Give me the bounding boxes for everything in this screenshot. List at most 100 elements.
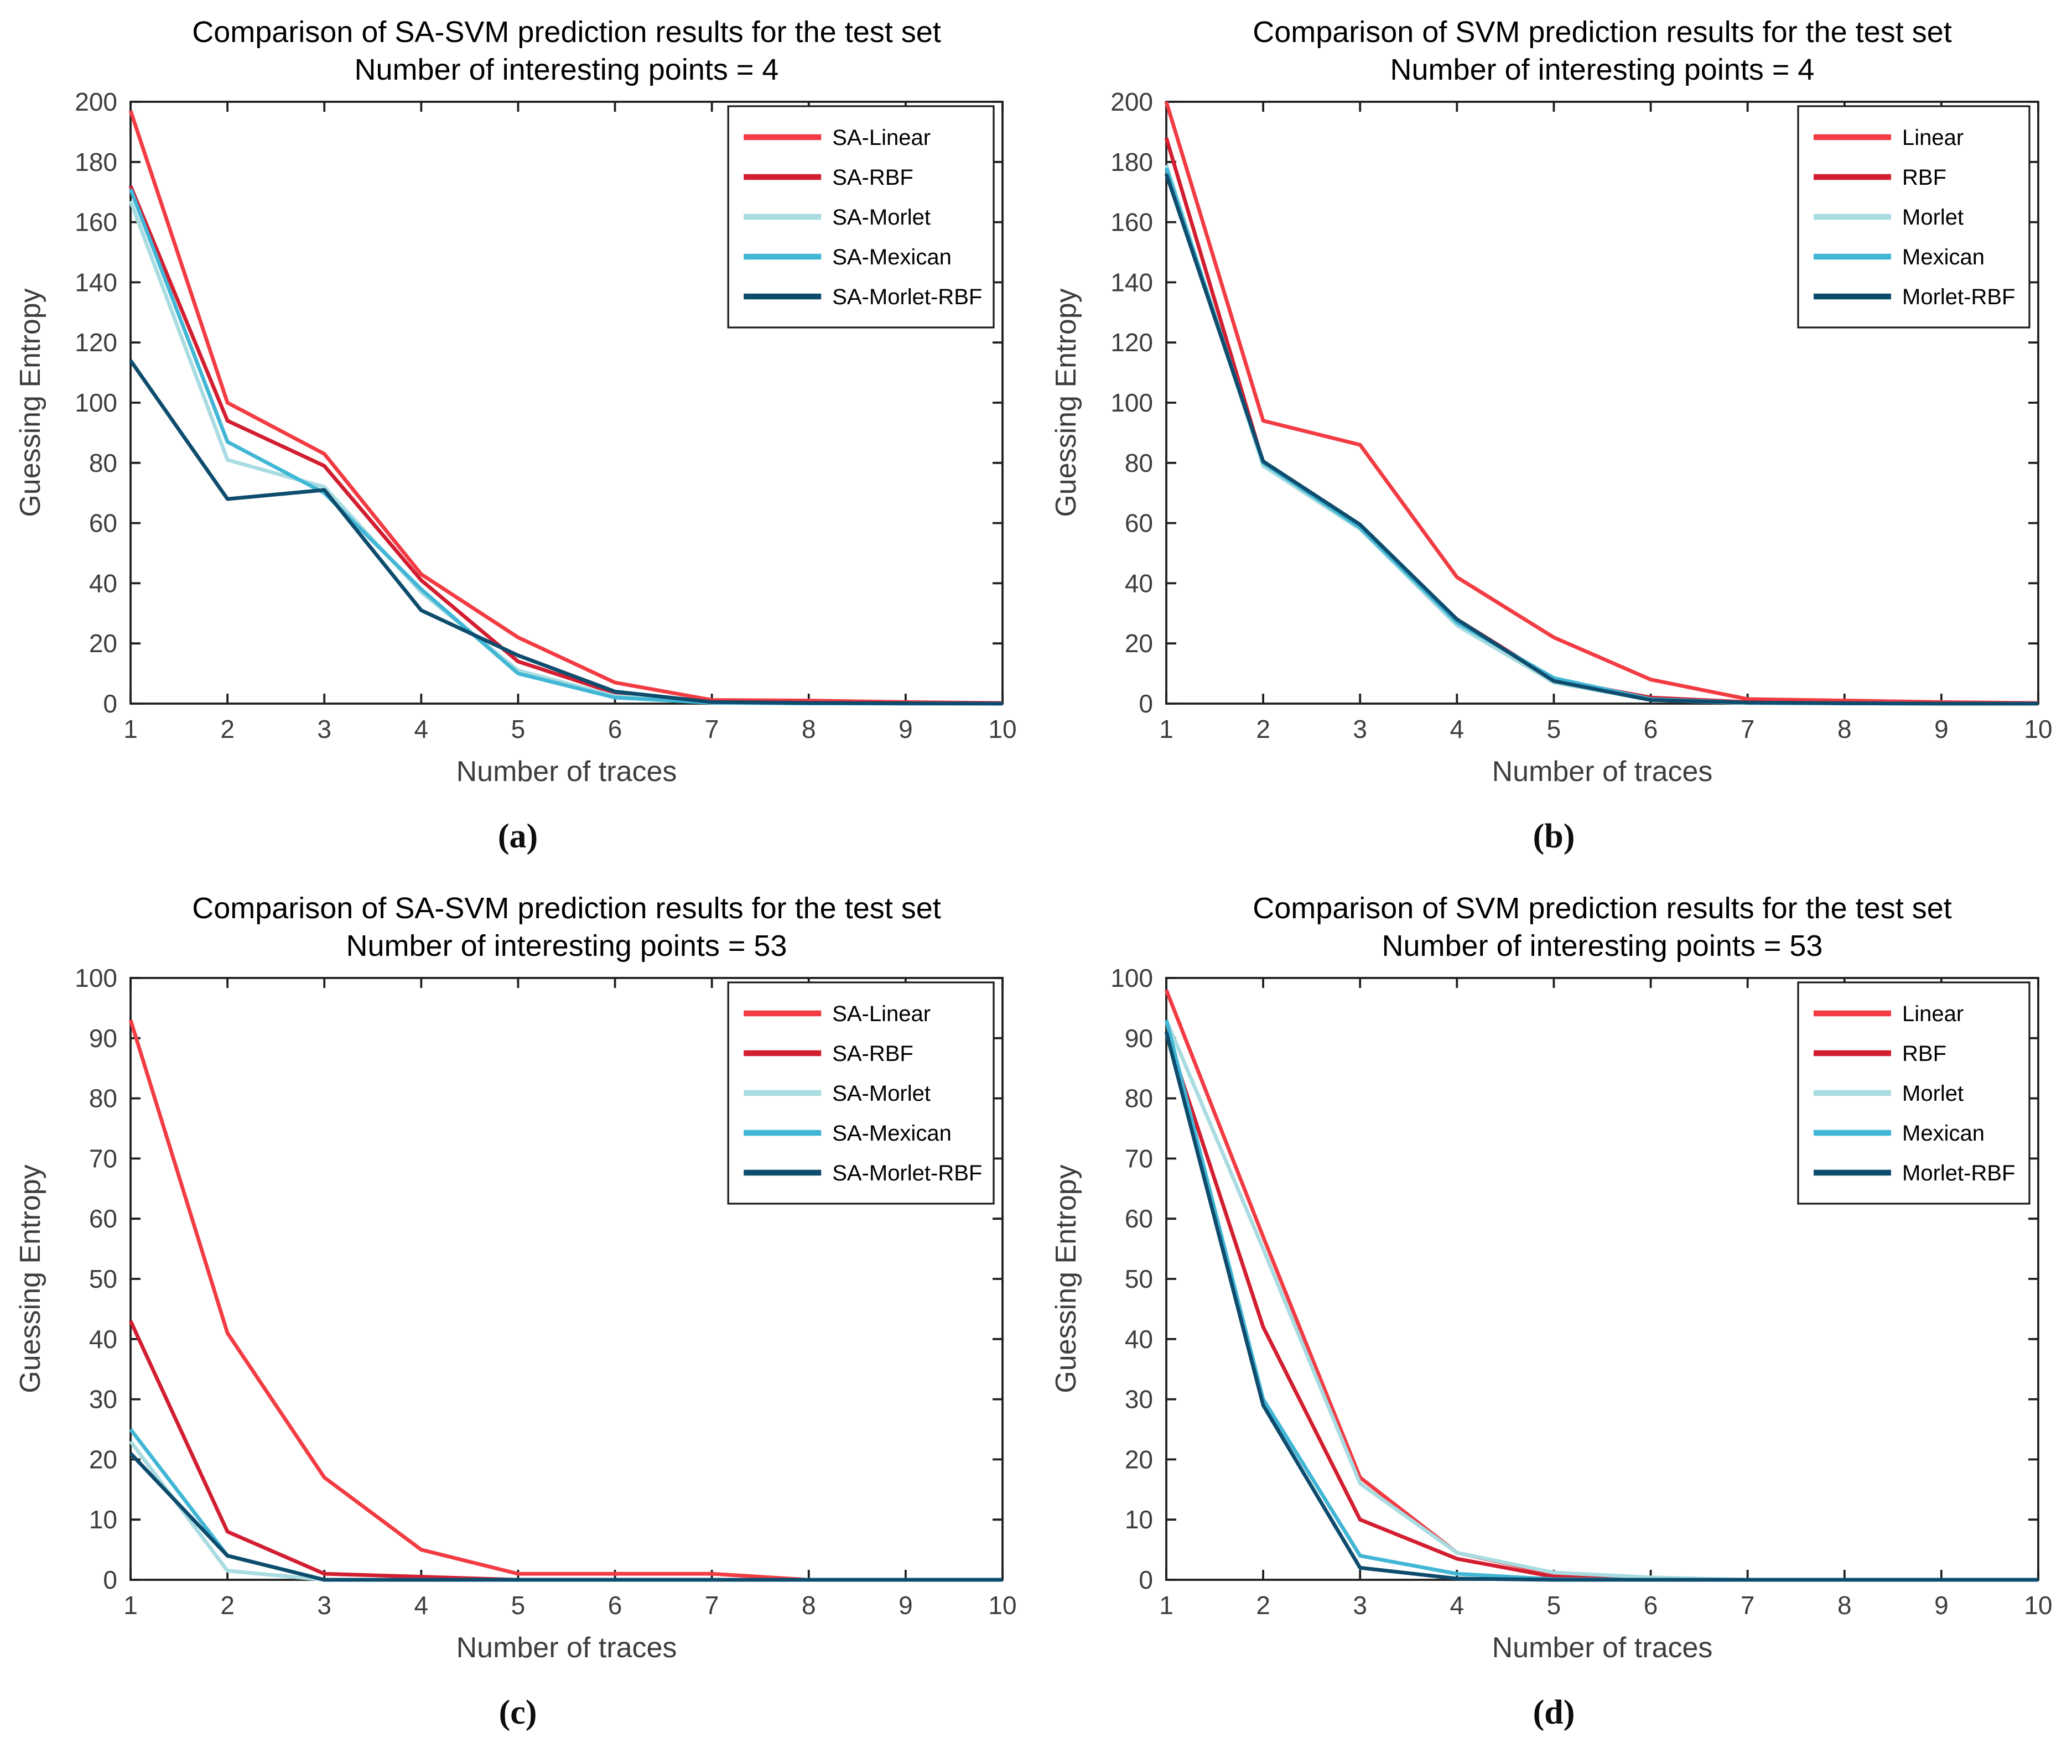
x-axis-label: Number of traces [456, 1632, 677, 1664]
y-tick-label: 50 [1125, 1265, 1153, 1293]
y-tick-label: 20 [1125, 1445, 1153, 1474]
y-tick-label: 180 [1110, 148, 1153, 176]
y-tick-label: 10 [89, 1505, 117, 1534]
x-tick-label: 2 [220, 1591, 235, 1620]
y-tick-label: 100 [75, 388, 117, 417]
legend: Linear RBF Morlet Mexican Morlet-RBF [1797, 105, 2031, 329]
legend-label-SA-Morlet-RBF: SA-Morlet-RBF [832, 285, 982, 309]
x-tick-label: 8 [1837, 715, 1852, 743]
y-tick-label: 40 [1125, 1325, 1153, 1354]
y-tick-label: 40 [89, 1325, 117, 1354]
x-tick-label: 3 [317, 715, 331, 743]
chart-caption-c: (c) [498, 1694, 537, 1731]
y-tick-label: 40 [1125, 569, 1153, 597]
legend: SA-Linear SA-RBF SA-Morlet SA-Mexican SA-Mor… [727, 105, 995, 329]
x-tick-label: 9 [1934, 715, 1949, 743]
x-tick-label: 1 [1159, 715, 1173, 743]
x-tick-label: 10 [988, 1591, 1016, 1620]
x-tick-label: 10 [988, 715, 1016, 743]
y-tick-label: 30 [89, 1385, 117, 1414]
y-axis-label: Guessing Entropy [14, 1164, 46, 1393]
y-tick-label: 20 [1125, 629, 1153, 658]
y-tick-label: 0 [1139, 689, 1153, 718]
x-tick-label: 4 [414, 715, 429, 743]
y-tick-label: 20 [89, 1445, 117, 1474]
series-line-SA-Morlet [129, 1440, 1003, 1582]
y-tick-label: 0 [1139, 1565, 1153, 1594]
panel-c: Comparison of SA-SVM prediction results … [0, 885, 1036, 1761]
chart-title-line1: Comparison of SVM prediction results for… [1253, 15, 1952, 49]
x-tick-label: 3 [1353, 1591, 1367, 1620]
x-tick-label: 1 [1159, 1591, 1173, 1620]
y-tick-label: 60 [89, 1204, 117, 1233]
x-tick-label: 8 [802, 1591, 816, 1620]
x-tick-label: 2 [220, 715, 235, 743]
x-tick-label: 2 [1256, 715, 1270, 743]
legend-label-Linear: Linear [1902, 1002, 1964, 1026]
legend-label-Morlet-RBF: Morlet-RBF [1902, 285, 2015, 309]
y-axis-label: Guessing Entropy [1050, 1164, 1082, 1393]
y-tick-label: 120 [75, 328, 117, 357]
y-tick-label: 80 [89, 1084, 117, 1113]
series-line-Morlet-RBF [1164, 1032, 2038, 1582]
y-tick-label: 160 [1110, 208, 1153, 237]
y-tick-label: 0 [103, 689, 117, 718]
x-tick-label: 5 [1547, 1591, 1561, 1620]
chart-caption-b: (b) [1533, 818, 1575, 855]
x-tick-label: 5 [511, 1591, 526, 1620]
x-tick-label: 4 [1450, 715, 1465, 743]
chart-svg-a: Comparison of SA-SVM prediction results … [14, 15, 1017, 788]
legend-label-Morlet: Morlet [1902, 1081, 1964, 1106]
y-tick-label: 120 [1110, 328, 1153, 357]
legend-label-Mexican: Mexican [1902, 1121, 1985, 1146]
y-tick-label: 140 [1110, 268, 1153, 296]
x-tick-label: 7 [1741, 715, 1755, 743]
y-tick-label: 40 [89, 569, 117, 597]
y-axis-label: Guessing Entropy [14, 288, 46, 517]
y-tick-label: 160 [75, 208, 117, 237]
x-tick-label: 1 [123, 715, 138, 743]
legend-label-SA-Mexican: SA-Mexican [832, 245, 952, 269]
series-line-SA-RBF [128, 1320, 1003, 1582]
series-line-SA-Morlet-RBF [129, 1452, 1003, 1582]
chart-svg-d: Comparison of SVM prediction results for… [1050, 892, 2053, 1664]
legend-label-Linear: Linear [1902, 126, 1964, 150]
series-line-SA-Mexican [129, 1428, 1003, 1582]
chart-title-line1: Comparison of SVM prediction results for… [1253, 892, 1952, 925]
legend-label-SA-Linear: SA-Linear [832, 126, 931, 150]
y-tick-label: 100 [1110, 388, 1153, 417]
legend-label-SA-Linear: SA-Linear [832, 1002, 931, 1026]
y-tick-label: 60 [89, 509, 117, 538]
legend-label-SA-RBF: SA-RBF [832, 1042, 913, 1066]
y-tick-label: 60 [1125, 1204, 1153, 1233]
y-tick-label: 100 [1110, 964, 1153, 992]
series-line-SA-Morlet-RBF [129, 359, 1003, 706]
y-tick-label: 90 [1125, 1024, 1153, 1053]
y-tick-label: 70 [89, 1144, 117, 1173]
x-tick-label: 7 [1741, 1591, 1755, 1620]
panel-d: Comparison of SVM prediction results for… [1036, 885, 2072, 1761]
y-tick-label: 80 [89, 449, 117, 477]
x-tick-label: 1 [123, 1591, 138, 1620]
y-tick-label: 80 [1125, 1084, 1153, 1113]
y-tick-label: 60 [1125, 509, 1153, 538]
y-tick-label: 200 [75, 87, 117, 116]
chart-title-line2: Number of interesting points = 53 [346, 929, 787, 962]
legend: Linear RBF Morlet Mexican Morlet-RBF [1797, 981, 2031, 1205]
legend-label-SA-RBF: SA-RBF [832, 165, 913, 190]
x-tick-label: 5 [1547, 715, 1561, 743]
chart-svg-c: Comparison of SA-SVM prediction results … [14, 892, 1017, 1664]
x-tick-label: 9 [899, 715, 913, 743]
x-tick-label: 7 [705, 715, 719, 743]
x-tick-label: 6 [608, 715, 622, 743]
y-tick-label: 180 [75, 148, 117, 176]
x-tick-label: 8 [1837, 1591, 1852, 1620]
x-tick-label: 8 [802, 715, 816, 743]
chart-title-line2: Number of interesting points = 4 [355, 53, 779, 86]
panel-b: Comparison of SVM prediction results for… [1036, 9, 2072, 885]
chart-caption-a: (a) [497, 818, 538, 855]
y-tick-label: 20 [89, 629, 117, 658]
legend-label-SA-Mexican: SA-Mexican [832, 1121, 952, 1146]
panel-a: Comparison of SA-SVM prediction results … [0, 9, 1036, 885]
legend-label-RBF: RBF [1902, 165, 1946, 190]
